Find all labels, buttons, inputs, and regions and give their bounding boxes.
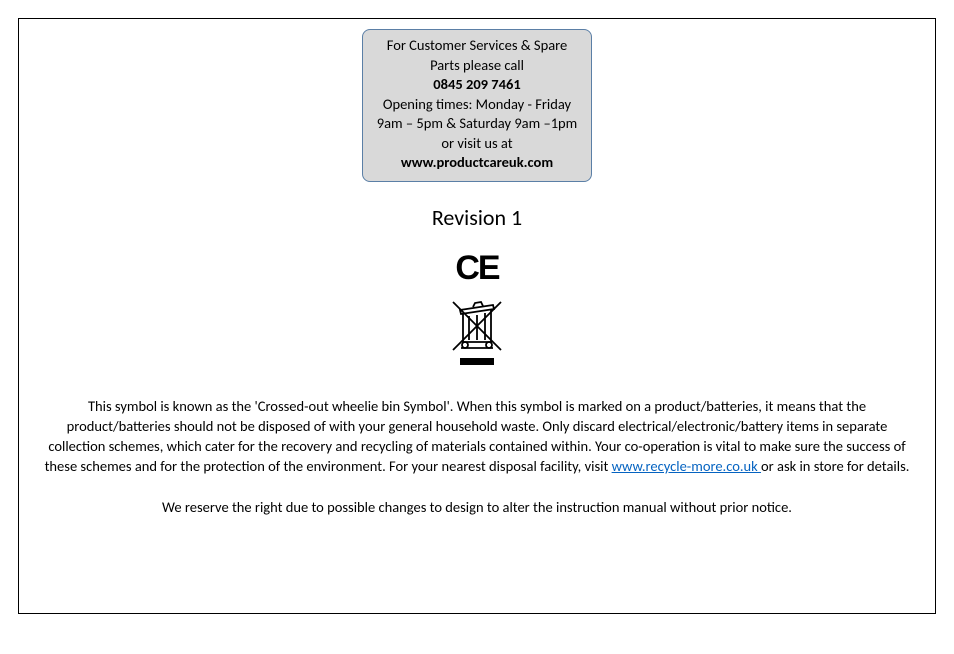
info-line: For Customer Services & Spare bbox=[377, 36, 578, 56]
info-line: Opening times: Monday - Friday bbox=[377, 95, 578, 115]
website-url: www.productcareuk.com bbox=[377, 153, 578, 173]
weee-icon bbox=[447, 298, 507, 365]
info-line: Parts please call bbox=[377, 56, 578, 76]
info-line: or visit us at bbox=[377, 134, 578, 154]
info-line: 9am – 5pm & Saturday 9am –1pm bbox=[377, 114, 578, 134]
symbols-block: CE bbox=[19, 249, 935, 370]
phone-number: 0845 209 7461 bbox=[377, 75, 578, 95]
page-frame: For Customer Services & Spare Parts plea… bbox=[18, 18, 936, 614]
disclaimer-text: We reserve the right due to possible cha… bbox=[19, 498, 935, 516]
recycle-link[interactable]: www.recycle-more.co.uk bbox=[612, 457, 761, 475]
body-text-suffix: or ask in store for details. bbox=[761, 457, 909, 475]
symbol-explanation: This symbol is known as the 'Crossed-out… bbox=[37, 396, 917, 476]
customer-service-box: For Customer Services & Spare Parts plea… bbox=[362, 29, 593, 182]
ce-mark-icon: CE bbox=[19, 249, 935, 288]
weee-bar-icon bbox=[460, 358, 494, 365]
revision-label: Revision 1 bbox=[19, 204, 935, 231]
